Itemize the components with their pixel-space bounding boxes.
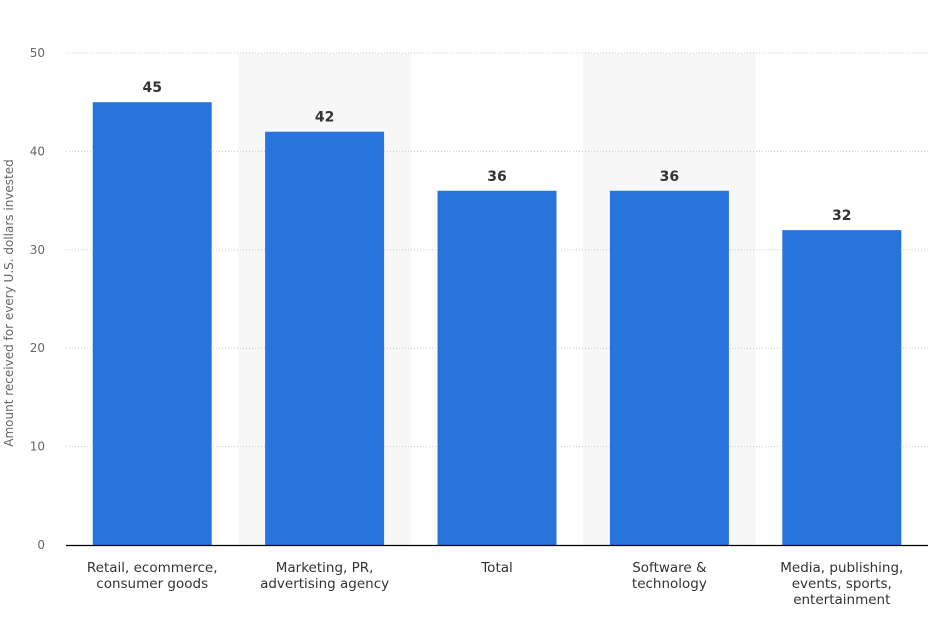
y-axis-ticks: 0 10 20 30 40 50 <box>30 46 45 552</box>
x-tick-label: Software &technology <box>632 560 707 592</box>
y-tick-label: 0 <box>37 538 45 552</box>
data-label: 32 <box>832 208 851 224</box>
data-label: 45 <box>142 80 161 96</box>
data-label: 42 <box>315 110 334 126</box>
y-tick-label: 50 <box>30 46 45 60</box>
x-tick-label: Marketing, PR,advertising agency <box>260 560 389 592</box>
x-tick-label: Media, publishing,events, sports,enterta… <box>780 560 903 608</box>
x-tick-label-line: Media, publishing, <box>780 560 903 576</box>
x-tick-label-line: events, sports, <box>792 576 892 592</box>
y-tick-label: 10 <box>30 440 45 454</box>
y-tick-label: 30 <box>30 243 45 257</box>
x-tick-label-line: technology <box>632 576 707 592</box>
bar <box>265 131 385 545</box>
bar <box>609 190 729 545</box>
x-tick-label-line: Total <box>480 560 513 576</box>
x-tick-label-line: Marketing, PR, <box>276 560 374 576</box>
x-tick-label: Total <box>480 560 513 576</box>
x-tick-label-line: Retail, ecommerce, <box>87 560 218 576</box>
bar <box>437 190 557 545</box>
data-labels: 45 42 36 36 32 <box>142 80 851 224</box>
bar <box>782 230 902 545</box>
data-label: 36 <box>660 169 679 185</box>
x-tick-label-line: consumer goods <box>96 576 208 592</box>
y-tick-label: 40 <box>30 144 45 158</box>
y-axis-title: Amount received for every U.S. dollars i… <box>2 159 16 447</box>
x-tick-label-line: entertainment <box>793 592 890 608</box>
x-tick-label-line: Software & <box>632 560 707 576</box>
y-tick-label: 20 <box>30 341 45 355</box>
data-label: 36 <box>487 169 506 185</box>
bar <box>92 102 212 545</box>
x-tick-label: Retail, ecommerce,consumer goods <box>87 560 218 592</box>
bars <box>92 102 902 545</box>
x-tick-label-line: advertising agency <box>260 576 389 592</box>
x-axis-ticks: Retail, ecommerce,consumer goods Marketin… <box>87 560 903 608</box>
